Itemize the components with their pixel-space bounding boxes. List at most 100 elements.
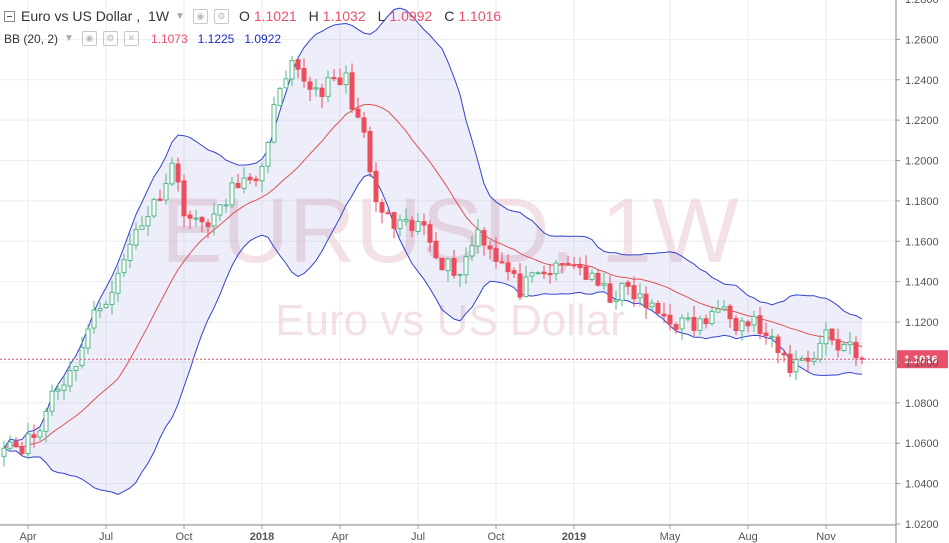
- candle-body: [151, 199, 157, 217]
- gear-icon[interactable]: ⚙: [213, 8, 229, 24]
- eye-icon[interactable]: ◉: [192, 8, 208, 24]
- candle-body: [7, 441, 13, 449]
- y-tick-label: 1.0600: [905, 438, 939, 450]
- candle-body: [601, 283, 607, 286]
- candlestick-series: [1, 55, 865, 467]
- candle: [91, 300, 97, 334]
- candle-body: [421, 221, 427, 226]
- candle: [517, 263, 523, 301]
- candle: [775, 333, 781, 364]
- candle-body: [37, 430, 43, 438]
- candle-body: [793, 359, 799, 373]
- candle: [127, 233, 133, 269]
- candle-body: [523, 276, 529, 297]
- candle-body: [139, 225, 145, 230]
- candle: [271, 96, 277, 144]
- candle-body: [565, 262, 571, 265]
- candle-body: [841, 343, 847, 352]
- symbol-title: Euro vs US Dollar: [21, 8, 133, 24]
- x-tick-label: Aug: [738, 531, 758, 543]
- candle: [481, 227, 487, 256]
- candle-body: [679, 317, 685, 330]
- candle-body: [685, 317, 691, 320]
- candle-body: [373, 170, 379, 203]
- candle: [259, 162, 265, 193]
- candle: [511, 267, 517, 278]
- candle: [487, 240, 493, 260]
- candle: [421, 213, 427, 236]
- candle-body: [361, 117, 367, 133]
- candle-body: [433, 240, 439, 259]
- candle: [679, 314, 685, 340]
- candle-body: [529, 272, 535, 277]
- candle: [73, 365, 79, 381]
- candle: [655, 300, 661, 314]
- candle-body: [589, 272, 595, 281]
- candle: [811, 351, 817, 366]
- candle-body: [559, 262, 565, 265]
- candle: [625, 279, 631, 295]
- candle-body: [157, 198, 163, 201]
- candle-body: [355, 108, 361, 118]
- candle-body: [595, 273, 601, 286]
- candle-body: [829, 328, 835, 341]
- candle-body: [115, 272, 121, 294]
- candle-body: [499, 261, 505, 264]
- candle: [313, 78, 319, 97]
- candle: [205, 218, 211, 239]
- eye-icon[interactable]: ◉: [81, 31, 97, 46]
- close-icon[interactable]: ✕: [123, 31, 139, 46]
- symbol-legend: Euro vs US Dollar, 1W ▼ ◉ ⚙ O 1.1021 H 1…: [4, 8, 501, 24]
- candle: [529, 271, 535, 283]
- candle-body: [265, 141, 271, 167]
- candle-body: [25, 433, 31, 454]
- candle: [379, 198, 385, 224]
- candle: [661, 302, 667, 324]
- candle-body: [313, 87, 319, 90]
- candle: [541, 265, 547, 279]
- chevron-down-icon[interactable]: ▼: [175, 10, 185, 22]
- bb-upper-line: [3, 7, 863, 449]
- candle: [277, 86, 283, 107]
- bb-lower-line: [3, 173, 863, 495]
- candle-body: [475, 229, 481, 247]
- candle-body: [91, 309, 97, 329]
- y-tick-label: 1.2200: [905, 115, 939, 127]
- candle: [139, 215, 145, 230]
- x-tick-label: 2019: [562, 531, 586, 543]
- watermark-description: Euro vs US Dollar: [275, 296, 625, 345]
- candle: [853, 336, 859, 366]
- candle: [109, 280, 115, 315]
- candle: [433, 232, 439, 260]
- candle: [409, 216, 415, 238]
- candle: [493, 236, 499, 269]
- candle-body: [19, 445, 25, 455]
- candle: [613, 290, 619, 310]
- candle-body: [847, 341, 853, 346]
- candle-body: [127, 243, 133, 261]
- candle-body: [193, 217, 199, 220]
- candle: [169, 157, 175, 187]
- x-tick-label: Oct: [487, 531, 504, 543]
- candle-body: [403, 218, 409, 222]
- x-tick-label: Oct: [175, 531, 192, 543]
- candle-body: [577, 264, 583, 269]
- candle: [79, 336, 85, 369]
- candle-body: [583, 266, 589, 280]
- candle-body: [835, 339, 841, 351]
- candle-body: [49, 390, 55, 412]
- candle: [133, 222, 139, 250]
- chevron-down-icon[interactable]: ▼: [64, 33, 74, 44]
- candle-body: [493, 247, 499, 262]
- candle: [565, 255, 571, 266]
- candle-body: [217, 204, 223, 216]
- candle: [637, 283, 643, 307]
- collapse-icon[interactable]: [4, 10, 15, 22]
- candle: [619, 282, 625, 307]
- candle: [67, 361, 73, 392]
- candle: [157, 189, 163, 202]
- gear-icon[interactable]: ⚙: [102, 31, 118, 46]
- candle-body: [31, 434, 37, 438]
